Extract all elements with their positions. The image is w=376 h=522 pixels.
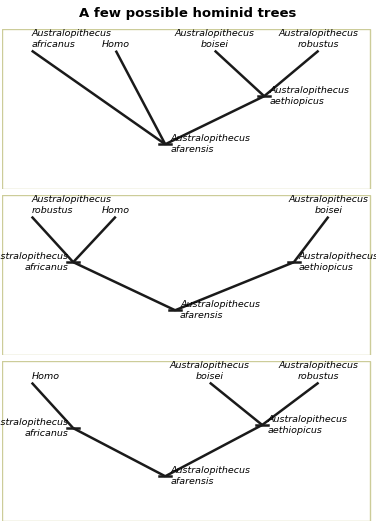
Text: Australopithecus
robustus: Australopithecus robustus <box>279 29 359 49</box>
Text: Australopithecus
africanus: Australopithecus africanus <box>0 418 68 438</box>
Text: Australopithecus
afarensis: Australopithecus afarensis <box>180 300 260 321</box>
Text: Australopithecus
robustus: Australopithecus robustus <box>32 195 112 215</box>
Text: Australopithecus
africanus: Australopithecus africanus <box>0 252 68 272</box>
Text: Australopithecus
aethiopicus: Australopithecus aethiopicus <box>299 252 376 272</box>
Text: Australopithecus
africanus: Australopithecus africanus <box>32 29 112 49</box>
Text: Australopithecus
boisei: Australopithecus boisei <box>170 361 250 381</box>
Text: Australopithecus
robustus: Australopithecus robustus <box>279 361 359 381</box>
Text: Australopithecus
aethiopicus: Australopithecus aethiopicus <box>267 415 347 435</box>
Text: Homo: Homo <box>102 206 130 215</box>
Text: A few possible hominid trees: A few possible hominid trees <box>79 7 297 20</box>
Text: Australopithecus
aethiopicus: Australopithecus aethiopicus <box>269 86 349 106</box>
Text: Australopithecus
boisei: Australopithecus boisei <box>175 29 255 49</box>
Text: Homo: Homo <box>32 372 60 381</box>
Text: Australopithecus
boisei: Australopithecus boisei <box>288 195 368 215</box>
Text: Australopithecus
afarensis: Australopithecus afarensis <box>170 134 250 155</box>
Text: Australopithecus
afarensis: Australopithecus afarensis <box>170 466 250 487</box>
Text: Homo: Homo <box>102 40 130 49</box>
